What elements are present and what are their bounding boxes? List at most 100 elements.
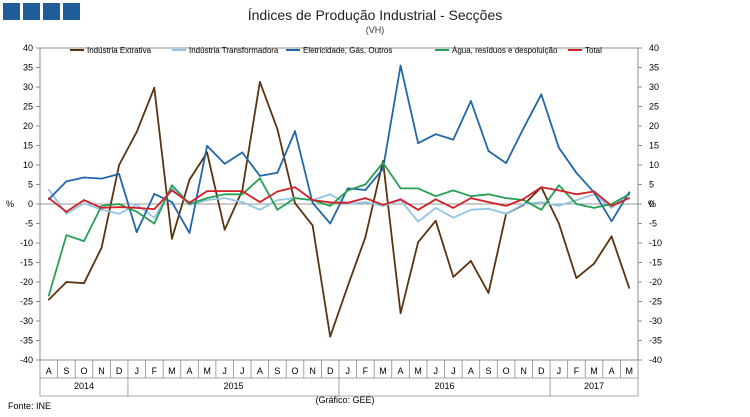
data-point [487,207,490,210]
year-label: 2017 [584,381,604,391]
data-point [399,187,402,190]
data-point [223,197,226,200]
data-point [311,201,314,204]
data-point [206,145,209,147]
data-point [346,189,349,192]
series-line-agua-residuos-e-despoluicao [47,161,630,296]
x-tick-label: O [292,366,299,376]
y-tick-label-left: 30 [23,82,33,92]
data-point [522,198,525,200]
ine-logo [3,3,80,20]
data-point [417,241,419,244]
y-tick-label-left: -30 [20,316,33,326]
data-point [65,281,68,283]
data-point [206,199,209,202]
data-point [241,190,244,193]
data-point [47,197,50,200]
data-point [47,298,50,301]
data-point [382,203,384,206]
year-label: 2015 [223,381,243,391]
data-point [223,162,226,165]
y-axis-label-right: % [648,199,656,209]
data-point [153,208,156,211]
chart-legend: Indústria Extrativa Indústria Transformad… [70,46,602,55]
x-tick-label: O [503,366,510,376]
x-tick-label: S [274,366,280,376]
x-tick-label: A [609,366,615,376]
y-tick-label-right: -15 [649,258,662,268]
y-axis-label-left: % [6,199,14,209]
x-tick-label: M [379,366,387,376]
data-point [628,191,631,194]
data-point [276,171,279,174]
data-point [628,287,631,289]
data-point [65,234,68,237]
data-point [382,168,384,170]
x-tick-label: A [468,366,474,376]
data-point [153,216,156,219]
data-point [153,222,156,225]
data-point [171,201,173,204]
data-point [241,201,244,204]
y-tick-label-right: 40 [649,43,659,53]
data-point [399,312,402,315]
y-tick-label-left: 35 [23,63,33,73]
data-point [83,202,85,205]
data-point [487,150,490,152]
y-tick-label-right: 35 [649,63,659,73]
data-point [593,262,595,265]
x-tick-label: A [257,366,263,376]
data-point [223,193,226,196]
data-point [259,201,261,204]
data-point [206,190,209,193]
x-tick-label: J [346,366,351,376]
data-point [259,177,261,180]
data-point [470,195,472,198]
x-tick-label: S [485,366,491,376]
data-point [135,207,138,209]
data-point [505,205,507,207]
series-line-total [48,186,630,213]
data-point [171,189,173,192]
data-point [259,81,261,83]
data-point [83,240,85,243]
x-tick-label: D [538,366,545,376]
data-point [276,208,279,211]
series-group [47,64,631,338]
data-point [311,199,314,202]
data-point [100,246,103,249]
y-tick-label-left: -25 [20,297,33,307]
data-point [575,199,578,202]
data-point [47,294,50,297]
data-point [100,208,103,211]
x-tick-label: A [186,366,192,376]
y-axis-left: 40 35 30 25 20 15 10 5 0 -5 -10 -15 -20 -25 -30 -35 -40 [20,43,40,365]
y-tick-label-left: 5 [28,180,33,190]
data-point [382,161,384,164]
data-point [153,193,156,195]
data-point [417,208,419,211]
data-point [470,260,472,262]
data-point [540,208,543,211]
data-point [364,183,367,186]
data-point [434,207,437,209]
y-tick-label-left: 20 [23,121,33,131]
data-point [628,193,631,196]
x-tick-label: J [451,366,456,376]
data-point [223,190,226,193]
chart-title: Índices de Produção Industrial - Secções [248,7,502,23]
data-point [364,201,367,204]
data-point [364,189,367,191]
data-point [470,197,472,200]
x-tick-label: N [309,366,316,376]
data-point [522,127,525,129]
data-point [434,198,437,201]
data-point [135,231,138,234]
logo-square-icon [63,3,80,20]
x-tick-label: M [168,366,176,376]
data-point [83,199,85,202]
data-point [65,180,68,183]
y-tick-label-left: 0 [28,199,33,209]
data-point [505,212,507,215]
